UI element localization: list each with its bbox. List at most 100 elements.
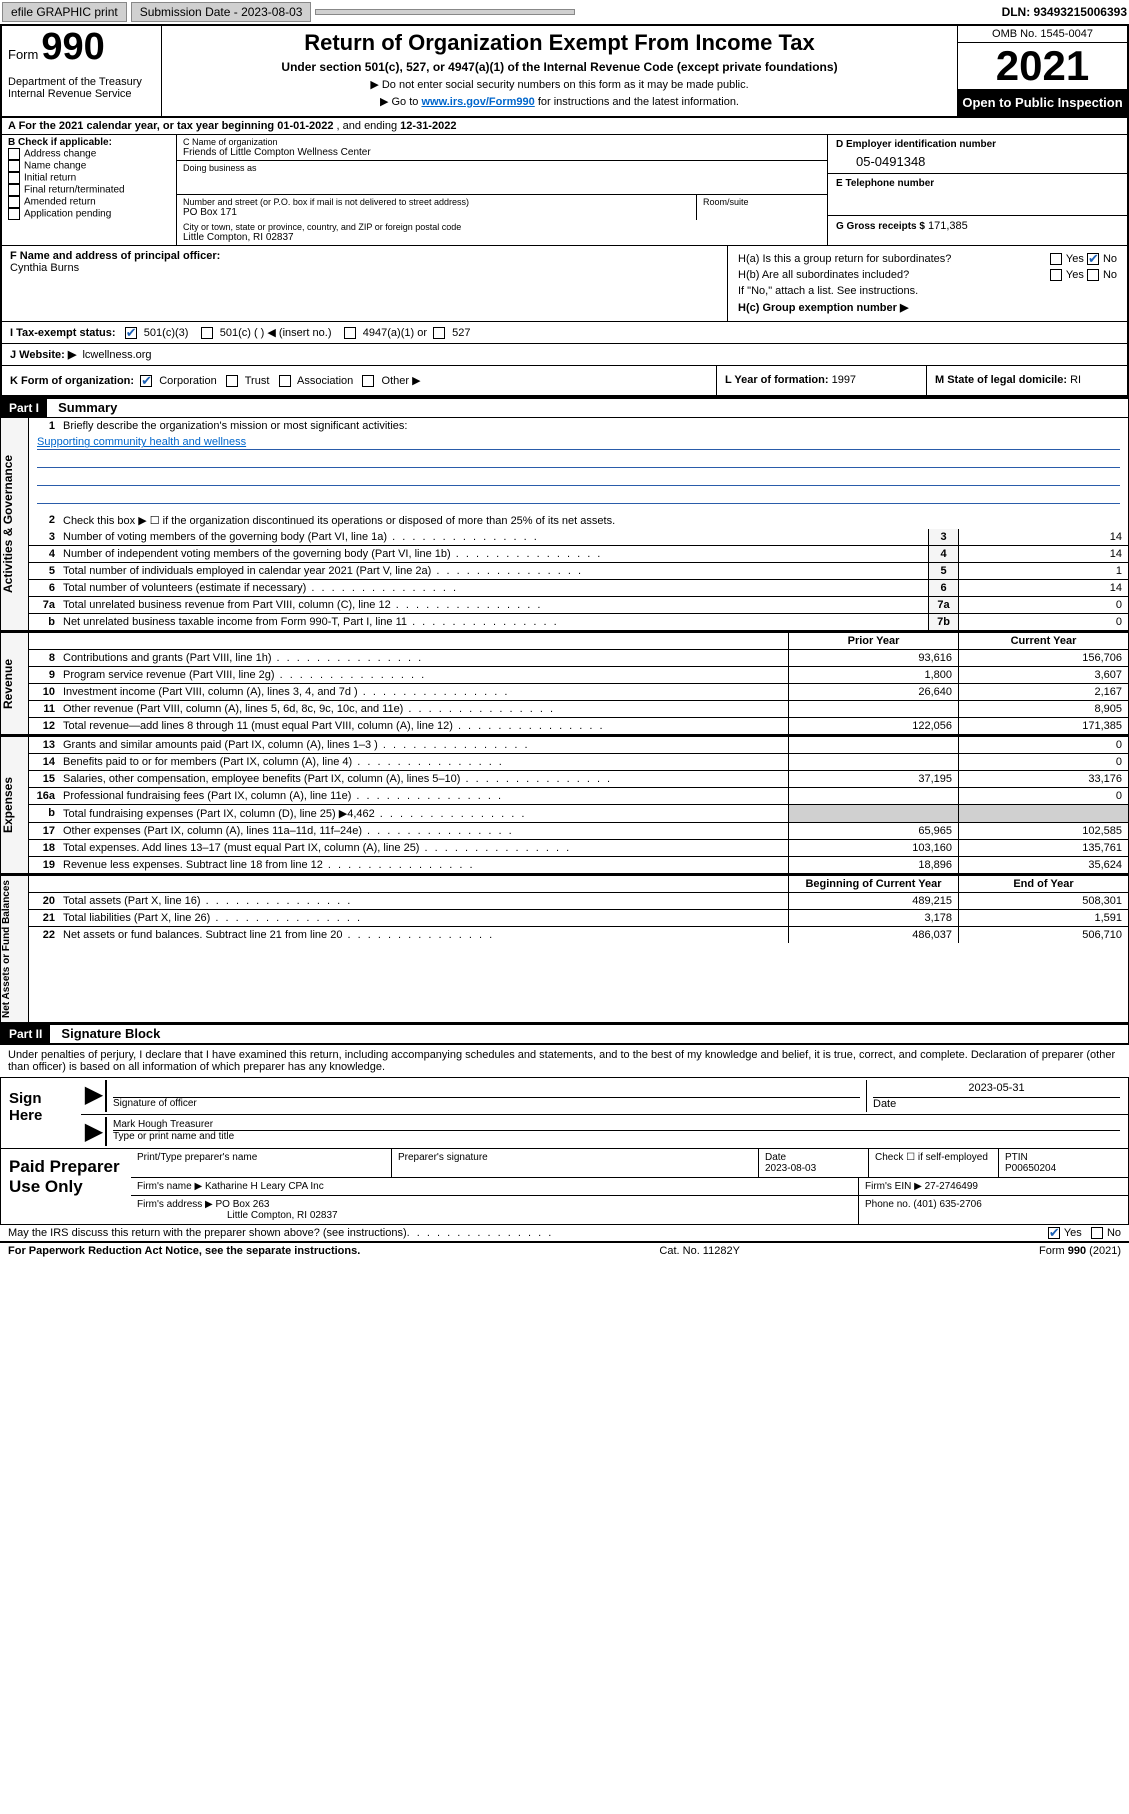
phone-label: Phone no. [865, 1199, 911, 1210]
sign-here-block: Sign Here ▶ Signature of officer 2023-05… [0, 1077, 1129, 1149]
dba-label: Doing business as [183, 163, 821, 173]
line-text: Total number of individuals employed in … [59, 563, 928, 579]
dln-label: DLN: 93493215006393 [1002, 5, 1127, 19]
501c3-checkbox[interactable] [125, 327, 137, 339]
begin-year-header: Beginning of Current Year [788, 876, 958, 892]
colb-checkbox[interactable] [8, 148, 20, 160]
527-checkbox[interactable] [433, 327, 445, 339]
prior-value: 103,160 [788, 840, 958, 856]
row-i-label: I Tax-exempt status: [10, 327, 116, 339]
part1-title: Summary [50, 400, 117, 415]
prior-value [788, 754, 958, 770]
line-text: Benefits paid to or for members (Part IX… [59, 754, 788, 770]
form-ref: Form 990 (2021) [1039, 1245, 1121, 1257]
summary-line: 15 Salaries, other compensation, employe… [29, 771, 1128, 788]
current-value: 171,385 [958, 718, 1128, 734]
sig-arrow-1: ▶ [83, 1080, 107, 1112]
org-name-label: C Name of organization [183, 137, 821, 147]
netassets-body: Beginning of Current Year End of Year 20… [29, 876, 1128, 1022]
form-note-1: ▶ Do not enter social security numbers o… [170, 78, 949, 91]
colb-item: Address change [8, 148, 170, 160]
prep-date-hdr: Date [765, 1152, 786, 1163]
row-a: A For the 2021 calendar year, or tax yea… [2, 118, 1127, 135]
vtab-revenue: Revenue [1, 633, 29, 734]
colb-checkbox[interactable] [8, 196, 20, 208]
prior-value: 489,215 [788, 893, 958, 909]
form-subtitle: Under section 501(c), 527, or 4947(a)(1)… [170, 60, 949, 74]
other-label: Other ▶ [382, 375, 421, 387]
colb-checkbox[interactable] [8, 160, 20, 172]
revenue-header-row: Prior Year Current Year [29, 633, 1128, 650]
paperwork-notice: For Paperwork Reduction Act Notice, see … [8, 1245, 360, 1257]
sign-here-label: Sign Here [1, 1078, 81, 1148]
city-label: City or town, state or province, country… [183, 222, 821, 232]
row-bcd: B Check if applicable: Address changeNam… [2, 135, 1127, 246]
line-num: 22 [29, 927, 59, 943]
revenue-body: Prior Year Current Year 8 Contributions … [29, 633, 1128, 734]
line1-num: 1 [29, 418, 59, 434]
colb-checkbox[interactable] [8, 172, 20, 184]
line-num: 10 [29, 684, 59, 700]
colb-checkbox[interactable] [8, 184, 20, 196]
prior-value: 3,178 [788, 910, 958, 926]
discuss-yes-checkbox[interactable] [1048, 1227, 1060, 1239]
ptin-value: P00650204 [1005, 1163, 1056, 1174]
colb-checkbox[interactable] [8, 208, 20, 220]
efile-print-button[interactable]: efile GRAPHIC print [2, 2, 127, 22]
discuss-no-checkbox[interactable] [1091, 1227, 1103, 1239]
blank [59, 876, 788, 892]
street-value: PO Box 171 [183, 207, 690, 218]
row-i: I Tax-exempt status: 501(c)(3) 501(c) ( … [2, 322, 1127, 343]
current-value: 33,176 [958, 771, 1128, 787]
other-checkbox[interactable] [362, 375, 374, 387]
current-value: 156,706 [958, 650, 1128, 666]
phone-label: E Telephone number [836, 178, 1119, 189]
col-c: C Name of organization Friends of Little… [177, 135, 827, 245]
dots [407, 1227, 554, 1239]
line-text: Professional fundraising fees (Part IX, … [59, 788, 788, 804]
assoc-checkbox[interactable] [279, 375, 291, 387]
room-label: Room/suite [703, 197, 821, 207]
row-klm: K Form of organization: Corporation Trus… [2, 366, 1127, 395]
4947-checkbox[interactable] [344, 327, 356, 339]
prior-value [788, 805, 958, 822]
line-text: Total expenses. Add lines 13–17 (must eq… [59, 840, 788, 856]
ha-no-checkbox[interactable] [1087, 253, 1099, 265]
col-b-header: B Check if applicable: [8, 137, 170, 148]
discuss-yes-label: Yes [1064, 1227, 1082, 1239]
firm-addr-label: Firm's address ▶ [137, 1199, 213, 1210]
summary-line: b Net unrelated business taxable income … [29, 614, 1128, 630]
irs-link[interactable]: www.irs.gov/Form990 [421, 96, 534, 108]
prep-ptin-cell: PTIN P00650204 [998, 1149, 1128, 1177]
hb-no-checkbox[interactable] [1087, 269, 1099, 281]
prep-row-2: Firm's name ▶ Katharine H Leary CPA Inc … [131, 1178, 1128, 1196]
sig-row-2: ▶ Mark Hough Treasurer Type or print nam… [81, 1115, 1128, 1148]
firm-addr1: PO Box 263 [216, 1199, 270, 1210]
footer-row: For Paperwork Reduction Act Notice, see … [0, 1243, 1129, 1259]
sig-arrow-2: ▶ [83, 1117, 107, 1146]
trust-checkbox[interactable] [226, 375, 238, 387]
501c-checkbox[interactable] [201, 327, 213, 339]
governance-body: 1 Briefly describe the organization's mi… [29, 418, 1128, 630]
line-value: 0 [958, 597, 1128, 613]
summary-governance: Activities & Governance 1 Briefly descri… [0, 418, 1129, 631]
hb-yes-checkbox[interactable] [1050, 269, 1062, 281]
org-name: Friends of Little Compton Wellness Cente… [183, 147, 821, 158]
prep-date-value: 2023-08-03 [765, 1163, 816, 1174]
year-formation-label: L Year of formation: [725, 374, 829, 386]
col-b: B Check if applicable: Address changeNam… [2, 135, 177, 245]
form-number: 990 [41, 26, 104, 68]
blank [29, 633, 59, 649]
current-value: 508,301 [958, 893, 1128, 909]
gross-receipts-value: 171,385 [928, 220, 968, 232]
submission-date-field: Submission Date - 2023-08-03 [131, 2, 312, 22]
corp-checkbox[interactable] [140, 375, 152, 387]
527-label: 527 [452, 327, 470, 339]
ha-yes-checkbox[interactable] [1050, 253, 1062, 265]
row-k-label: K Form of organization: [10, 375, 134, 387]
blank [29, 876, 59, 892]
line-num: 12 [29, 718, 59, 734]
line-num: 21 [29, 910, 59, 926]
prior-value: 65,965 [788, 823, 958, 839]
mission-text: Supporting community health and wellness [37, 436, 1120, 450]
